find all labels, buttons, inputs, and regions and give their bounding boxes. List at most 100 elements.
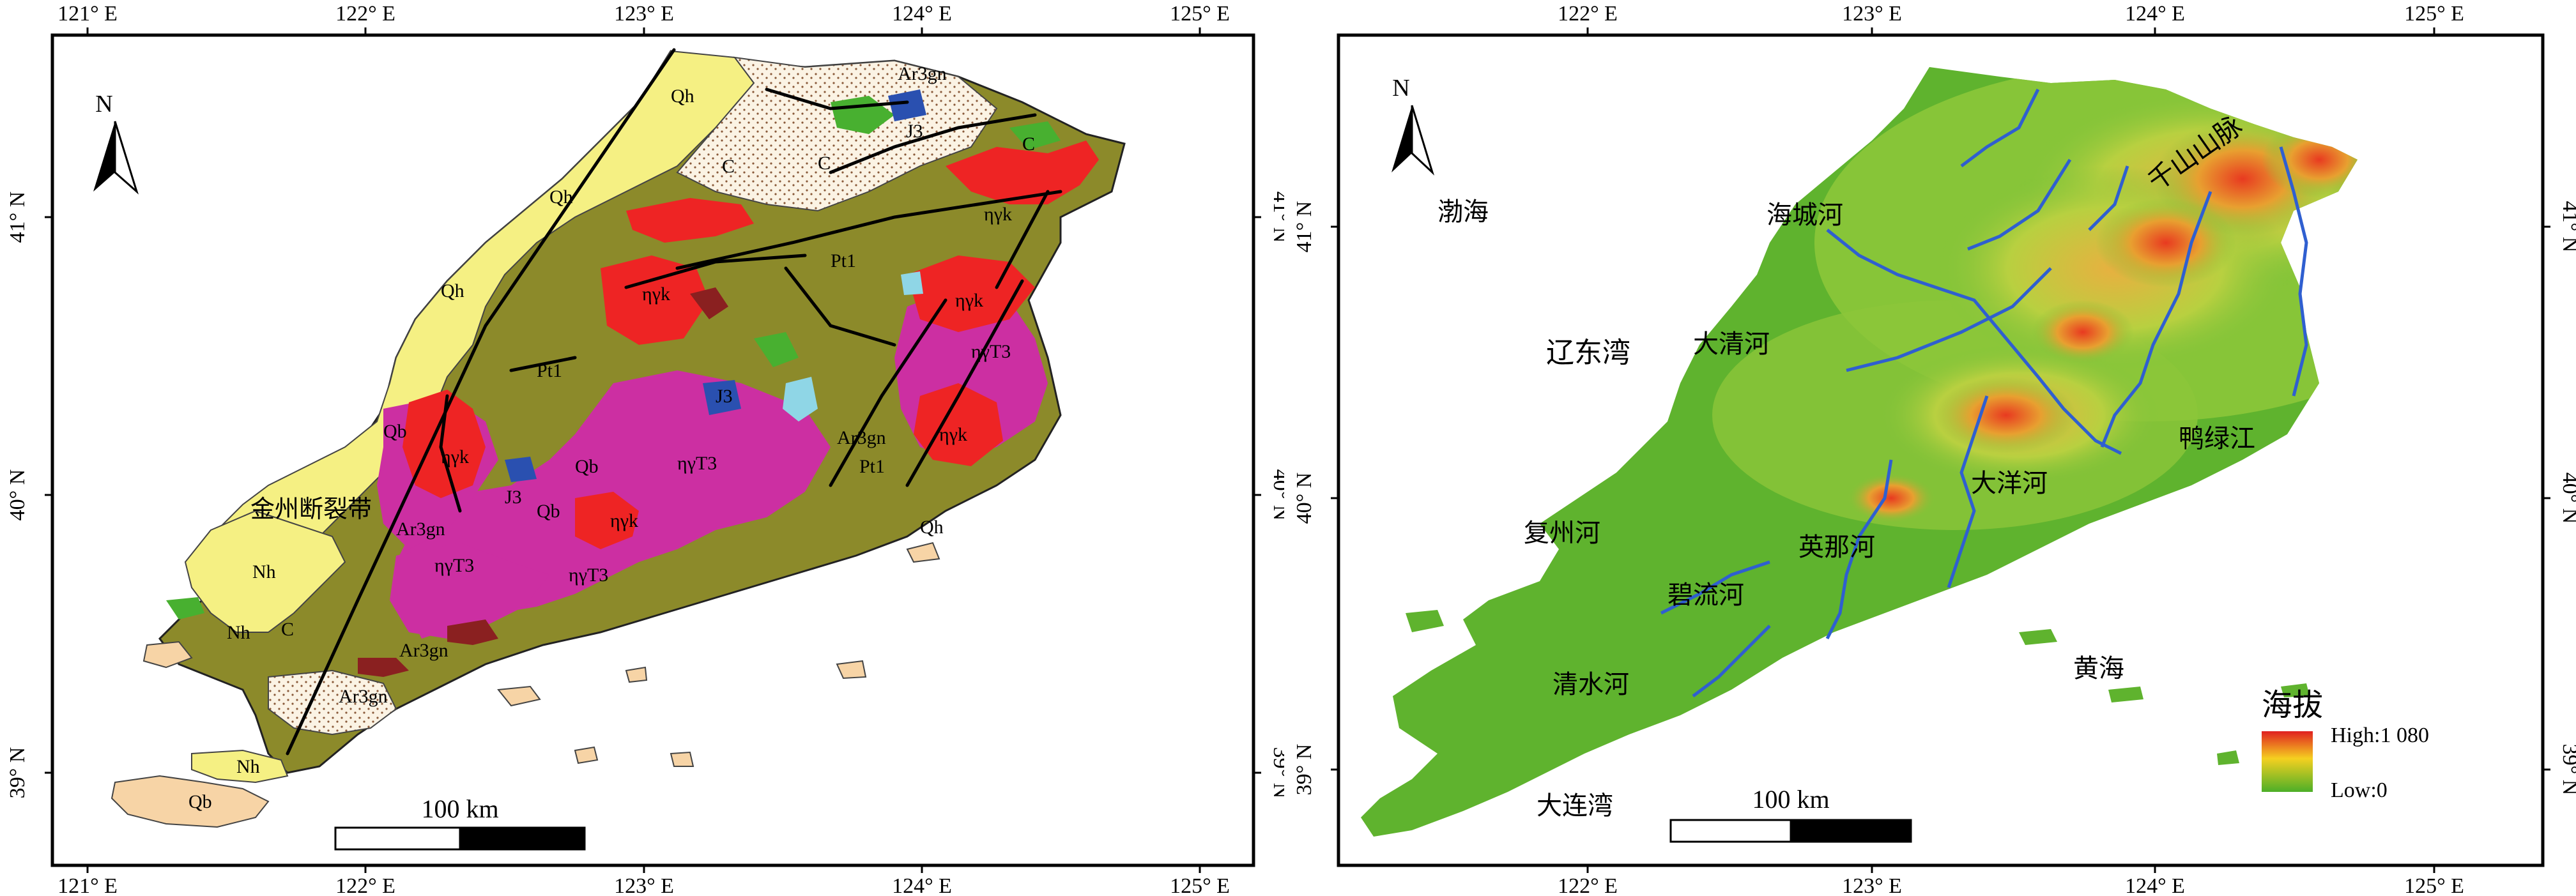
- geology-map-panel: Qh Qh Qh Qh Qb Qb Qb Qb Nh Nh Nh Pt1 Pt1…: [0, 0, 1284, 896]
- lon-ticks: [1586, 27, 2435, 873]
- islands: [1406, 610, 2310, 765]
- lon-tick-label: 122° E: [335, 874, 395, 896]
- place-label: 大洋河: [1971, 469, 2048, 497]
- unit-label: Qh: [920, 517, 944, 538]
- lon-tick-label: 121° E: [57, 2, 118, 26]
- scale-label: 100 km: [421, 794, 498, 823]
- unit-cyan-1: [783, 377, 818, 421]
- lon-tick-label: 124° E: [892, 2, 952, 26]
- lat-tick-label: 39° N: [2558, 744, 2576, 796]
- place-label: 大清河: [1693, 330, 1770, 358]
- scale-bar: 100 km: [1669, 785, 1912, 843]
- unit-red-north-edge: [626, 198, 754, 243]
- unit-blue-3: [505, 457, 537, 482]
- unit-label: Pt1: [831, 250, 856, 271]
- legend-low-label: Low:0: [2331, 778, 2388, 802]
- unit-label: Qh: [441, 280, 464, 301]
- unit-green-4: [1009, 121, 1061, 150]
- lon-tick-label: 125° E: [1170, 2, 1230, 26]
- unit-label: J3: [505, 487, 522, 508]
- lat-tick-label: 41° N: [2558, 201, 2576, 253]
- north-arrow-label: N: [95, 91, 112, 118]
- unit-green-3: [166, 597, 204, 619]
- north-arrow-label: N: [1392, 75, 1409, 102]
- unit-blue-1: [703, 380, 741, 415]
- legend-title: 海拔: [2262, 688, 2323, 722]
- lat-ticks: [1331, 225, 2550, 771]
- unit-label: ηγk: [610, 510, 638, 531]
- unit-label: ηγT3: [971, 341, 1011, 362]
- lon-tick-label: 125° E: [1170, 874, 1230, 896]
- unit-red-southeast: [914, 383, 1003, 466]
- unit-label: C: [281, 619, 294, 640]
- lat-tick-label: 41° N: [1292, 201, 1316, 253]
- unit-qb-southwest: [184, 510, 346, 633]
- lon-tick-label: 124° E: [892, 874, 952, 896]
- place-label: 碧流河: [1667, 581, 1744, 609]
- unit-label: Ar3gn: [399, 640, 448, 661]
- place-label: 大连湾: [1537, 791, 1613, 820]
- unit-label: C: [1022, 133, 1035, 155]
- unit-label: ηγk: [939, 424, 967, 445]
- fault-zone-label: 金州断裂带: [250, 496, 372, 523]
- lat-tick-label: 39° N: [1269, 747, 1284, 799]
- lon-tick-label: 123° E: [614, 2, 674, 26]
- fault-lines: [286, 48, 1062, 756]
- unit-label: Qb: [383, 421, 407, 442]
- unit-label: Qh: [549, 186, 573, 208]
- unit-label: Ar3gn: [837, 427, 886, 448]
- unit-magenta-southwest: [390, 543, 549, 639]
- place-label: 海城河: [1767, 201, 1843, 229]
- lat-tick-label: 41° N: [6, 192, 29, 243]
- unit-label: C: [818, 153, 831, 174]
- unit-label: ηγk: [642, 284, 670, 305]
- unit-red-northeast: [946, 140, 1099, 204]
- legend-high-label: High:1 080: [2331, 724, 2429, 747]
- lon-tick-label: 121° E: [57, 874, 118, 896]
- scale-label: 100 km: [1752, 785, 1829, 814]
- unit-brown-1: [690, 287, 728, 319]
- unit-nh-tip: [191, 749, 289, 784]
- unit-label: Nh: [227, 622, 250, 643]
- lat-ticks: [45, 216, 1261, 774]
- unit-qb-tip: [111, 775, 270, 828]
- north-arrow: N: [1392, 75, 1435, 176]
- islands: [142, 542, 940, 767]
- unit-label: J3: [716, 386, 733, 407]
- unit-label: Qh: [671, 86, 694, 107]
- lat-tick-label: 41° N: [1269, 192, 1284, 243]
- elevation-legend: 海拔 High:1 080 Low:0: [2262, 688, 2429, 802]
- lon-tick-label: 124° E: [2125, 874, 2185, 896]
- unit-label: ηγk: [441, 446, 469, 467]
- rivers: [1660, 88, 2308, 697]
- legend-gradient: [2262, 731, 2313, 792]
- elevation-map-panel: 渤海 辽东湾 黄海 大连湾 海城河 大清河 复州河 碧流河 英那河 大洋河 清水…: [1284, 0, 2576, 896]
- unit-labels: Qh Qh Qh Qh Qb Qb Qb Qb Nh Nh Nh Pt1 Pt1…: [188, 63, 1035, 812]
- unit-blue-2: [888, 89, 926, 121]
- lat-tick-label: 40° N: [1269, 469, 1284, 521]
- lat-tick-label: 40° N: [1292, 473, 1316, 524]
- lat-tick-label: 39° N: [1292, 744, 1316, 796]
- unit-label: Ar3gn: [898, 63, 947, 84]
- unit-label: Qb: [188, 791, 212, 812]
- unit-label: ηγT3: [677, 453, 717, 474]
- unit-label: Ar3gn: [396, 519, 445, 540]
- place-label: 鸭绿江: [2179, 424, 2255, 453]
- unit-brown-3: [358, 658, 409, 677]
- unit-label: Pt1: [859, 456, 885, 477]
- unit-red-center-north: [601, 255, 709, 345]
- unit-red-center-south: [575, 492, 639, 549]
- unit-cyan-2: [901, 271, 923, 295]
- lon-tick-label: 125° E: [2404, 874, 2464, 896]
- north-arrow: N: [93, 91, 139, 195]
- unit-label: J3: [906, 121, 923, 142]
- place-label: 辽东湾: [1546, 337, 1630, 368]
- place-label: 黄海: [2073, 654, 2124, 683]
- lon-tick-label: 122° E: [335, 2, 395, 26]
- unit-label: Nh: [252, 561, 276, 582]
- lon-tick-label: 123° E: [614, 874, 674, 896]
- unit-label: Nh: [236, 756, 260, 777]
- unit-label: ηγT3: [434, 555, 474, 576]
- unit-label: ηγk: [955, 290, 983, 311]
- lon-tick-label: 122° E: [1558, 2, 1618, 26]
